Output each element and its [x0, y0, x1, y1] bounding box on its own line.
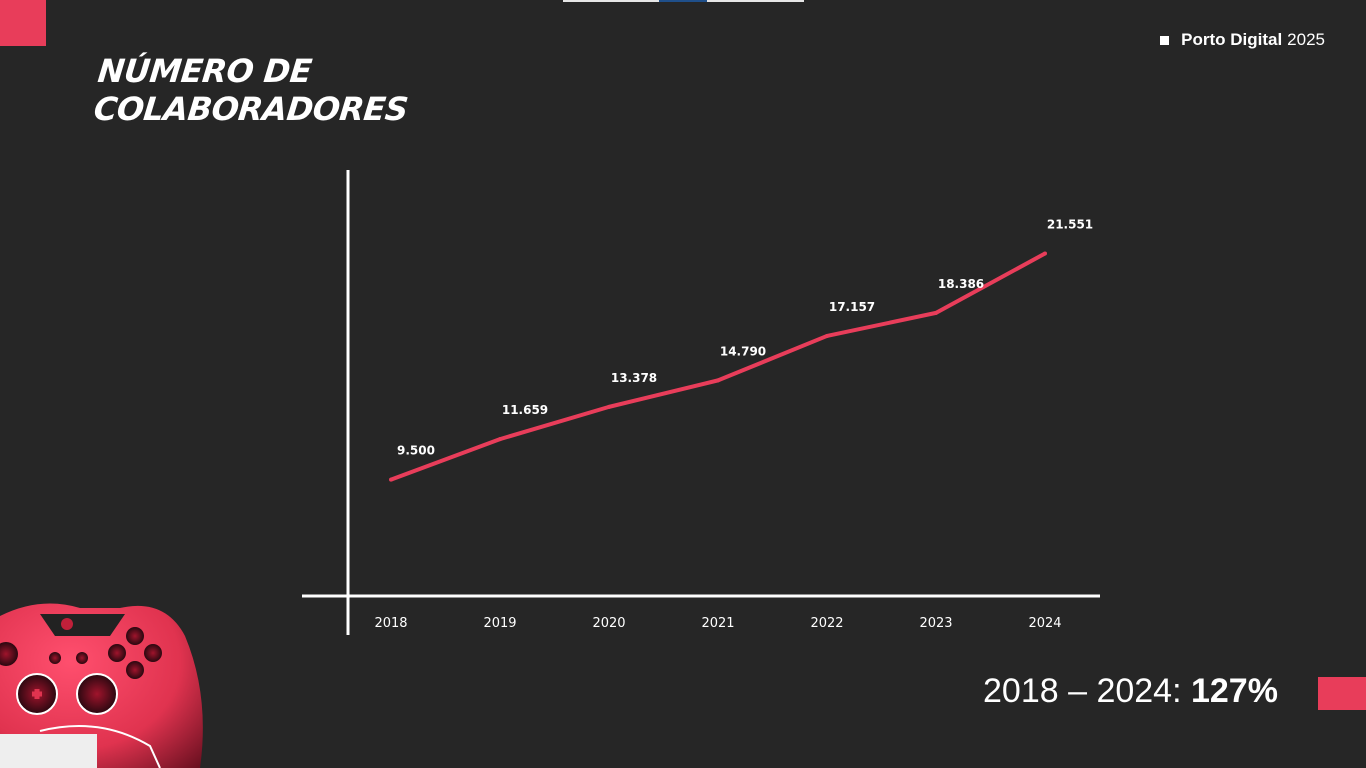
- brand-label: Porto Digital 2025: [1160, 30, 1325, 50]
- top-progress-strip: [563, 0, 804, 2]
- data-point: [389, 477, 393, 482]
- data-label: 18.386: [938, 277, 984, 291]
- game-controller-icon: [0, 603, 203, 768]
- data-point: [716, 378, 720, 383]
- summary-growth: 127%: [1190, 672, 1278, 710]
- data-point: [607, 404, 611, 409]
- x-tick-label: 2024: [1028, 616, 1061, 631]
- data-point: [1043, 251, 1047, 256]
- data-point: [498, 437, 502, 442]
- x-tick-label: 2019: [483, 616, 516, 631]
- brand-name: Porto Digital: [1181, 30, 1283, 49]
- data-point: [825, 333, 829, 338]
- summary-range: 2018 – 2024:: [983, 672, 1182, 710]
- x-tick-label: 2018: [374, 616, 407, 631]
- corner-accent-bottom-right: [1318, 677, 1366, 710]
- growth-summary: 2018 – 2024: 127%: [983, 672, 1278, 711]
- corner-accent-top-left: [0, 0, 46, 46]
- data-label: 21.551: [1047, 217, 1093, 231]
- data-label: 13.378: [611, 371, 657, 385]
- data-point: [934, 310, 938, 315]
- data-label: 9.500: [397, 444, 435, 458]
- data-label: 11.659: [502, 403, 548, 417]
- brand-year: 2025: [1287, 30, 1325, 49]
- x-tick-label: 2023: [919, 616, 952, 631]
- x-tick-label: 2021: [701, 616, 734, 631]
- data-label: 17.157: [829, 300, 875, 314]
- data-label: 14.790: [720, 344, 766, 358]
- x-tick-label: 2020: [592, 616, 625, 631]
- square-icon: [1160, 35, 1170, 45]
- x-tick-label: 2022: [810, 616, 843, 631]
